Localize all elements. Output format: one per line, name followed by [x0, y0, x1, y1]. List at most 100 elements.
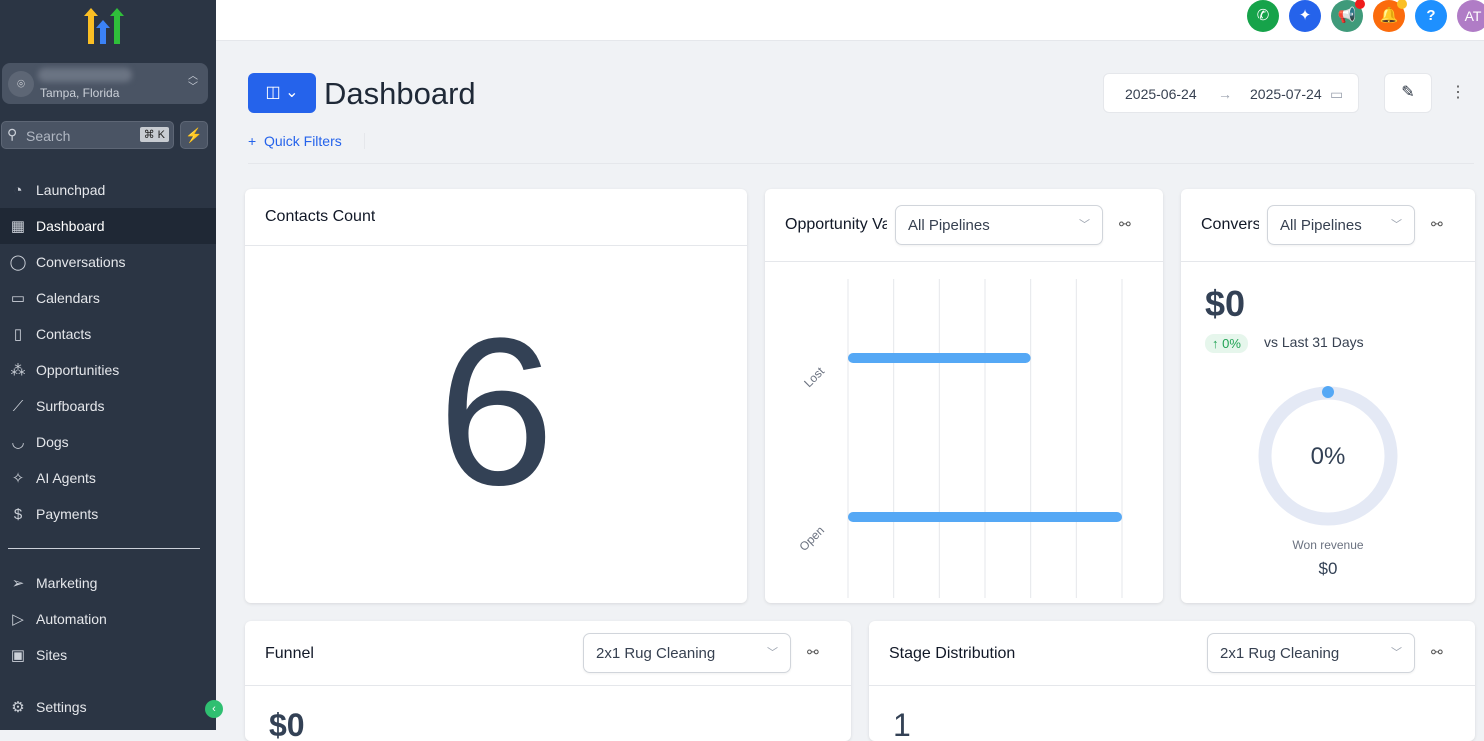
pipeline-select[interactable]: 2x1 Rug Cleaning ﹀	[583, 633, 791, 673]
change-badge: ↑ 0%	[1205, 334, 1248, 353]
notifications-button[interactable]: 🔔	[1373, 0, 1407, 32]
announcements-button[interactable]: 📢	[1331, 0, 1365, 32]
calendar-icon: ▭	[10, 290, 26, 307]
sidebar-item-dogs[interactable]: ◡ Dogs	[0, 424, 216, 460]
quick-action-button[interactable]: ⚡	[180, 121, 208, 149]
phone-button[interactable]: ✆	[1247, 0, 1279, 32]
quick-filters-button[interactable]: + Quick Filters	[248, 133, 342, 149]
pipeline-select[interactable]: 2x1 Rug Cleaning ﹀	[1207, 633, 1415, 673]
phone-icon: ✆	[1256, 7, 1270, 24]
divider	[245, 685, 851, 686]
dog-icon: ◡	[11, 434, 25, 451]
select-value: All Pipelines	[908, 217, 990, 234]
date-from: 2025-06-24	[1125, 86, 1197, 102]
divider	[245, 245, 747, 246]
chevron-down-icon: ﹀	[1391, 219, 1402, 231]
search-icon: ⚲	[7, 126, 18, 142]
card-title: Conversion Rate	[1201, 216, 1259, 233]
help-icon: ?	[1426, 7, 1436, 24]
network-icon: ⁂	[10, 362, 26, 379]
sidebar-item-label: Launchpad	[36, 182, 106, 198]
notification-dot	[1355, 0, 1365, 9]
conversion-value: $0	[1205, 283, 1246, 324]
rocket-icon: ◔	[13, 181, 23, 199]
sidebar-item-automation[interactable]: ▷ Automation	[0, 601, 216, 637]
contacts-count-card: Contacts Count 6	[245, 189, 747, 603]
search-input[interactable]: ⚲ Search ⌘ K	[1, 121, 174, 149]
sidebar-item-label: Automation	[36, 611, 107, 627]
pipeline-select[interactable]: All Pipelines ﹀	[1267, 205, 1415, 245]
quick-filters-label: Quick Filters	[263, 133, 342, 149]
date-range-picker[interactable]: 2025-06-24 → 2025-07-24 ▭	[1103, 73, 1359, 113]
help-button[interactable]: ?	[1415, 0, 1447, 32]
sidebar-item-label: Calendars	[36, 290, 100, 306]
sidebar-item-ai-agents[interactable]: ✧ AI Agents	[0, 460, 216, 496]
more-options-icon[interactable]: ⋮	[1450, 84, 1466, 101]
sidebar-item-label: Surfboards	[36, 398, 105, 414]
category-label: Open	[796, 523, 827, 554]
card-title: Funnel	[265, 645, 314, 662]
sidebar-item-marketing[interactable]: ➢ Marketing	[0, 565, 216, 601]
filter-settings-icon[interactable]: ⚯	[1431, 216, 1443, 232]
ai-button[interactable]: ✦	[1289, 0, 1321, 32]
filter-settings-icon[interactable]: ⚯	[807, 644, 819, 660]
sparkle-icon: ✧	[11, 470, 25, 487]
divider	[869, 685, 1475, 686]
sidebar-item-launchpad[interactable]: ◔ Launchpad	[0, 172, 216, 208]
receipt-icon: $	[13, 505, 23, 523]
layout-icon: ◫ ⌄	[265, 84, 299, 101]
automation-icon: ▷	[12, 611, 24, 628]
top-bar: ✆ ✦ 📢 🔔 ? AT	[216, 0, 1484, 41]
location-switcher[interactable]: ⌾ Tampa, Florida ︿ ﹀	[2, 63, 208, 104]
contacts-icon: ▯	[13, 326, 23, 343]
filter-settings-icon[interactable]: ⚯	[1431, 644, 1443, 660]
logo-icon[interactable]	[84, 8, 124, 46]
pencil-icon: ✎	[1401, 84, 1415, 101]
sidebar-item-conversations[interactable]: ◯ Conversations	[0, 244, 216, 280]
send-icon: ➢	[11, 575, 25, 592]
pipeline-select[interactable]: All Pipelines ﹀	[895, 205, 1103, 245]
sidebar-item-settings[interactable]: ⚙ Settings	[0, 689, 216, 725]
date-to: 2025-07-24	[1250, 86, 1322, 102]
megaphone-icon: 📢	[1337, 7, 1357, 24]
chevron-down-icon: ﹀	[1391, 647, 1402, 659]
dashboard-switcher-button[interactable]: ◫ ⌄	[248, 73, 316, 113]
sidebar-item-opportunities[interactable]: ⁂ Opportunities	[0, 352, 216, 388]
location-pin-icon: ⌾	[8, 71, 34, 97]
chevron-updown-icon: ︿ ﹀	[188, 71, 198, 93]
sidebar-item-dashboard[interactable]: ▦ Dashboard	[0, 208, 216, 244]
gear-icon: ⚙	[11, 699, 25, 716]
sidebar-item-sites[interactable]: ▣ Sites	[0, 637, 216, 673]
conversion-percent: 0%	[1310, 443, 1346, 470]
sidebar-item-contacts[interactable]: ▯ Contacts	[0, 316, 216, 352]
card-title: Opportunity Value	[785, 216, 887, 233]
category-label: Lost	[801, 364, 827, 390]
filter-settings-icon[interactable]: ⚯	[1119, 216, 1131, 232]
sidebar-item-surfboards[interactable]: ⟋ Surfboards	[0, 388, 216, 424]
compare-label: vs Last 31 Days	[1264, 334, 1364, 350]
calendar-icon: ▭	[1330, 86, 1344, 102]
funnel-card: Funnel 2x1 Rug Cleaning ﹀ ⚯ $0	[245, 621, 851, 741]
opportunity-value-card: Opportunity Value All Pipelines ﹀ ⚯ Lost O…	[765, 189, 1163, 603]
sparkle-icon: ✦	[1298, 7, 1312, 24]
sidebar-item-label: Marketing	[36, 575, 98, 591]
sidebar-item-payments[interactable]: $ Payments	[0, 496, 216, 532]
bell-icon: 🔔	[1379, 7, 1399, 24]
card-title: Stage Distribution	[889, 645, 1016, 662]
chat-icon: ◯	[9, 254, 27, 271]
edit-button[interactable]: ✎	[1384, 73, 1432, 113]
chevron-down-icon: ﹀	[1079, 219, 1090, 231]
divider	[248, 163, 1474, 164]
chevron-down-icon: ﹀	[767, 647, 778, 659]
sidebar-item-label: Payments	[36, 506, 99, 522]
account-name-redacted	[38, 68, 132, 82]
sidebar: ⌾ Tampa, Florida ︿ ﹀ ⚲ Search ⌘ K ⚡ ◔ Laun…	[0, 0, 223, 730]
sidebar-item-label: Conversations	[36, 254, 126, 270]
sidebar-item-calendars[interactable]: ▭ Calendars	[0, 280, 216, 316]
avatar-initials: AT	[1464, 8, 1482, 24]
page-title: Dashboard	[324, 76, 476, 111]
conversion-rate-card: Conversion Rate All Pipelines ﹀ ⚯ $0 ↑ 0%…	[1181, 189, 1475, 603]
avatar[interactable]: AT	[1457, 0, 1484, 32]
collapse-sidebar-button[interactable]: ‹	[205, 700, 223, 718]
sidebar-item-label: Opportunities	[36, 362, 120, 378]
